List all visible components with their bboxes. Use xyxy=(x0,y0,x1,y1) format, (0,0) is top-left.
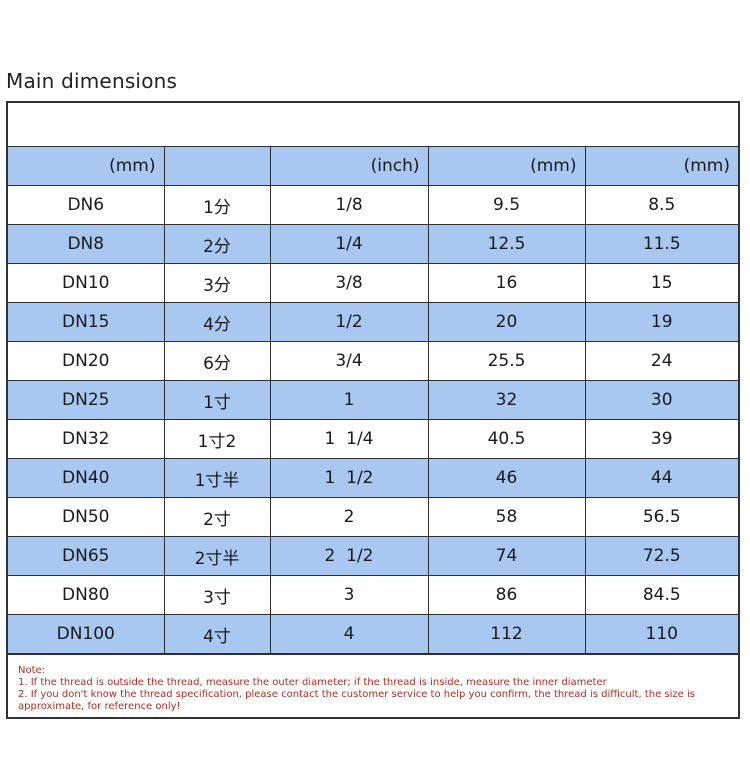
header-cell-inner-mm: (mm) xyxy=(584,147,738,186)
table-row: DN10 3分 3/8 16 15 xyxy=(8,263,738,303)
header-cell-inch: (inch) xyxy=(269,147,429,186)
cell-fen-cun: 1寸2 xyxy=(163,419,271,459)
note-line-1: 1. If the thread is outside the thread, … xyxy=(18,677,607,688)
cell-inch-size: 1 1/2 xyxy=(269,458,429,498)
header-cell-dn-mm: (mm) xyxy=(8,147,165,186)
table-row: DN40 1寸半 1 1/2 46 44 xyxy=(8,458,738,498)
cell-inner-diameter: 39 xyxy=(584,419,738,459)
cell-fen-cun: 2寸 xyxy=(163,497,271,537)
cell-outer-diameter: 46 xyxy=(427,458,586,498)
table-row: DN50 2寸 2 58 56.5 xyxy=(8,497,738,537)
cell-dn-size: DN100 xyxy=(8,614,165,654)
cell-outer-diameter: 58 xyxy=(427,497,586,537)
cell-dn-size: DN15 xyxy=(8,302,165,342)
header-cell-outer-mm: (mm) xyxy=(427,147,586,186)
table-row: DN100 4寸 4 112 110 xyxy=(8,614,738,654)
cell-outer-diameter: 12.5 xyxy=(427,224,586,264)
cell-dn-size: DN50 xyxy=(8,497,165,537)
cell-fen-cun: 4寸 xyxy=(163,614,271,654)
cell-dn-size: DN32 xyxy=(8,419,165,459)
cell-inner-diameter: 84.5 xyxy=(584,575,738,615)
note-heading: Note: xyxy=(18,665,46,676)
table-row: DN6 1分 1/8 9.5 8.5 xyxy=(8,185,738,225)
cell-dn-size: DN6 xyxy=(8,185,165,225)
cell-inch-size: 2 xyxy=(269,497,429,537)
table-row: DN15 4分 1/2 20 19 xyxy=(8,302,738,342)
note-line-2: 2. If you don't know the thread specific… xyxy=(18,689,695,712)
cell-inch-size: 1/4 xyxy=(269,224,429,264)
cell-outer-diameter: 32 xyxy=(427,380,586,420)
cell-outer-diameter: 20 xyxy=(427,302,586,342)
cell-outer-diameter: 74 xyxy=(427,536,586,576)
cell-fen-cun: 4分 xyxy=(163,302,271,342)
cell-inch-size: 4 xyxy=(269,614,429,654)
cell-dn-size: DN20 xyxy=(8,341,165,381)
cell-inner-diameter: 15 xyxy=(584,263,738,303)
cell-dn-size: DN25 xyxy=(8,380,165,420)
cell-inner-diameter: 8.5 xyxy=(584,185,738,225)
cell-inch-size: 1/8 xyxy=(269,185,429,225)
cell-inner-diameter: 11.5 xyxy=(584,224,738,264)
cell-inch-size: 1/2 xyxy=(269,302,429,342)
cell-inch-size: 3/4 xyxy=(269,341,429,381)
cell-inch-size: 1 xyxy=(269,380,429,420)
cell-inner-diameter: 30 xyxy=(584,380,738,420)
cell-fen-cun: 6分 xyxy=(163,341,271,381)
cell-dn-size: DN10 xyxy=(8,263,165,303)
page-title: Main dimensions xyxy=(6,69,178,93)
cell-inch-size: 3/8 xyxy=(269,263,429,303)
cell-outer-diameter: 40.5 xyxy=(427,419,586,459)
cell-outer-diameter: 9.5 xyxy=(427,185,586,225)
note-box: Note: 1. If the thread is outside the th… xyxy=(8,654,738,713)
cell-inner-diameter: 44 xyxy=(584,458,738,498)
table-row: DN80 3寸 3 86 84.5 xyxy=(8,575,738,615)
cell-dn-size: DN80 xyxy=(8,575,165,615)
cell-fen-cun: 1寸 xyxy=(163,380,271,420)
cell-outer-diameter: 16 xyxy=(427,263,586,303)
dimensions-table: (mm) (inch) (mm) (mm) DN6 1分 1/8 9.5 8.5 DN8 2… xyxy=(8,147,738,654)
cell-dn-size: DN40 xyxy=(8,458,165,498)
cell-fen-cun: 3分 xyxy=(163,263,271,303)
table-row: DN32 1寸2 1 1/4 40.5 39 xyxy=(8,419,738,459)
dimensions-panel: (mm) (inch) (mm) (mm) DN6 1分 1/8 9.5 8.5 DN8 2… xyxy=(6,101,740,719)
cell-inch-size: 3 xyxy=(269,575,429,615)
table-header-row: (mm) (inch) (mm) (mm) xyxy=(8,147,738,186)
cell-fen-cun: 1寸半 xyxy=(163,458,271,498)
cell-fen-cun: 1分 xyxy=(163,185,271,225)
cell-dn-size: DN65 xyxy=(8,536,165,576)
table-row: DN20 6分 3/4 25.5 24 xyxy=(8,341,738,381)
cell-fen-cun: 2寸半 xyxy=(163,536,271,576)
table-row: DN8 2分 1/4 12.5 11.5 xyxy=(8,224,738,264)
cell-fen-cun: 3寸 xyxy=(163,575,271,615)
cell-outer-diameter: 112 xyxy=(427,614,586,654)
cell-inner-diameter: 72.5 xyxy=(584,536,738,576)
cell-inner-diameter: 56.5 xyxy=(584,497,738,537)
cell-dn-size: DN8 xyxy=(8,224,165,264)
cell-outer-diameter: 25.5 xyxy=(427,341,586,381)
header-cell-blank xyxy=(163,147,271,186)
cell-inch-size: 1 1/4 xyxy=(269,419,429,459)
cell-inner-diameter: 19 xyxy=(584,302,738,342)
table-row: DN65 2寸半 2 1/2 74 72.5 xyxy=(8,536,738,576)
blank-title-row xyxy=(8,103,738,147)
cell-inner-diameter: 24 xyxy=(584,341,738,381)
cell-inner-diameter: 110 xyxy=(584,614,738,654)
table-row: DN25 1寸 1 32 30 xyxy=(8,380,738,420)
cell-outer-diameter: 86 xyxy=(427,575,586,615)
cell-inch-size: 2 1/2 xyxy=(269,536,429,576)
cell-fen-cun: 2分 xyxy=(163,224,271,264)
